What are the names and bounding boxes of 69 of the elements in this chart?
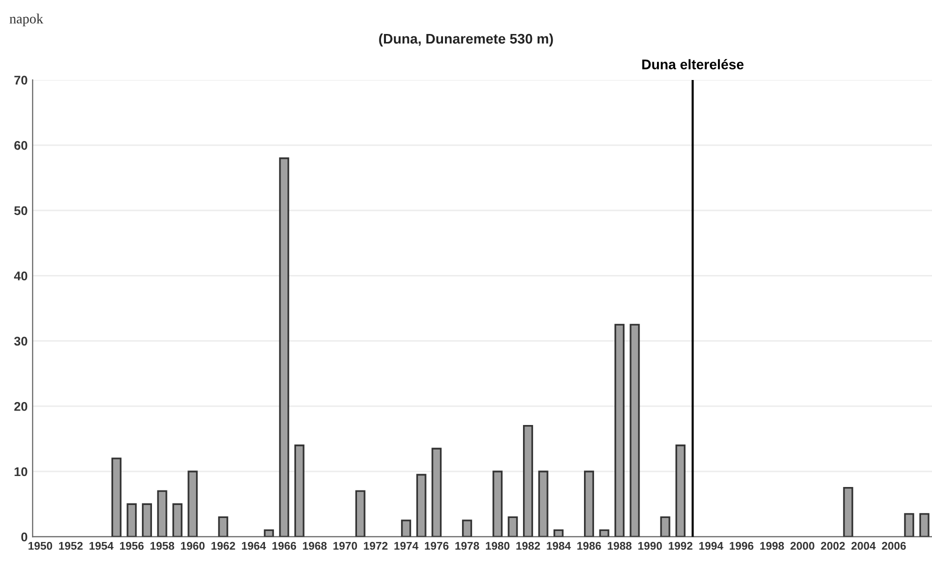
x-tick-label: 1990 <box>638 542 662 550</box>
bar <box>492 470 503 537</box>
bar <box>264 529 274 537</box>
x-tick-label: 1978 <box>455 542 480 550</box>
bar <box>142 503 152 537</box>
bar <box>111 458 122 537</box>
bar <box>218 516 228 537</box>
y-tick-label: 30 <box>14 336 28 346</box>
bar <box>416 474 426 537</box>
bar <box>599 529 610 537</box>
bar <box>401 520 412 537</box>
y-axis-title: napok <box>10 14 44 26</box>
x-tick-label: 1996 <box>730 542 754 550</box>
x-tick-label: 2000 <box>790 542 814 550</box>
bar <box>126 503 137 537</box>
x-tick-label: 1962 <box>212 542 236 550</box>
x-tick-label: 1952 <box>59 542 83 550</box>
x-tick-label: 1968 <box>302 542 327 550</box>
ref-line-label: Duna elterelése <box>642 59 744 70</box>
bar <box>523 424 534 537</box>
x-tick-label: 1950 <box>28 542 52 550</box>
bar <box>614 324 625 537</box>
x-tick-label: 1970 <box>333 542 358 550</box>
y-tick-label: 0 <box>21 532 28 542</box>
bar <box>584 470 594 537</box>
x-tick-label: 1974 <box>394 542 418 550</box>
bar <box>172 503 182 537</box>
bar <box>157 490 168 537</box>
y-tick-label: 20 <box>14 402 28 411</box>
x-tick-label: 1958 <box>150 542 174 550</box>
bar <box>508 516 518 537</box>
x-tick-label: 1966 <box>272 542 296 550</box>
chart-title: (Duna, Dunaremete 530 m) <box>379 33 553 46</box>
bar <box>355 490 366 537</box>
bar <box>294 444 304 537</box>
y-tick-label: 40 <box>14 272 28 280</box>
x-tick-label: 1998 <box>760 542 784 550</box>
x-tick-label: 1992 <box>668 542 692 550</box>
y-tick-label: 60 <box>14 141 28 150</box>
x-tick-label: 1986 <box>577 542 601 550</box>
bar <box>660 516 670 537</box>
x-tick-label: 1960 <box>181 542 205 550</box>
x-tick-label: 1964 <box>242 542 266 550</box>
bar <box>843 486 854 537</box>
x-tick-label: 1988 <box>608 542 632 550</box>
bar <box>904 513 914 537</box>
bar <box>675 444 686 537</box>
x-tick-label: 2002 <box>820 542 845 550</box>
bar <box>188 470 198 537</box>
x-tick-label: 1980 <box>486 542 510 550</box>
x-tick-label: 1982 <box>516 542 540 550</box>
y-tick-label: 10 <box>14 467 28 476</box>
bar <box>462 520 472 537</box>
x-tick-label: 1972 <box>364 542 388 550</box>
bar <box>919 513 930 537</box>
y-tick-label: 70 <box>14 76 28 85</box>
x-tick-label: 2004 <box>851 542 876 550</box>
bar <box>432 448 442 537</box>
bar <box>630 324 640 537</box>
bar <box>554 529 564 537</box>
bar <box>538 470 548 537</box>
bar <box>279 157 290 537</box>
y-tick-label: 50 <box>14 206 28 216</box>
x-tick-label: 1994 <box>699 542 724 550</box>
x-tick-label: 1984 <box>546 542 571 550</box>
x-tick-label: 2006 <box>882 542 906 550</box>
x-tick-label: 1956 <box>120 542 144 550</box>
x-tick-label: 1954 <box>90 542 114 550</box>
x-tick-label: 1976 <box>424 542 449 550</box>
